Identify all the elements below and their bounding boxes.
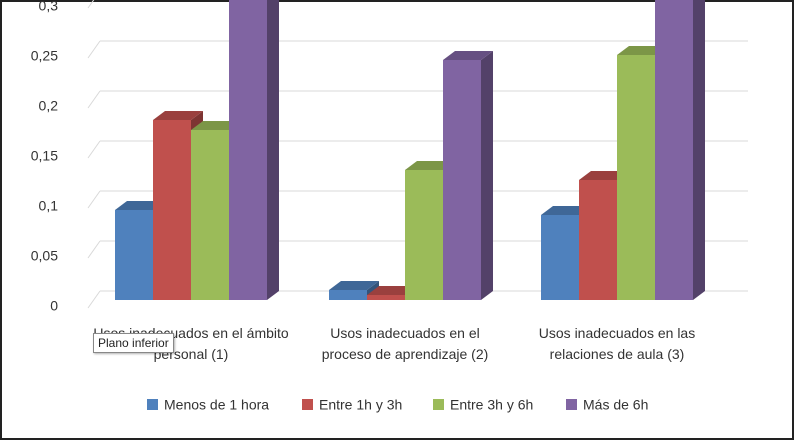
bar (617, 55, 655, 300)
bar (405, 170, 443, 300)
bar (329, 290, 367, 300)
bar-side (481, 51, 493, 300)
bar (367, 295, 405, 300)
grid-line (87, 140, 101, 159)
bar-top (115, 201, 165, 210)
grid-line (87, 90, 101, 109)
y-tick-label: 0,1 (39, 198, 59, 214)
tooltip: Plano inferior (93, 333, 174, 353)
grid-line (87, 190, 101, 209)
x-tick-label: Usos inadecuados en el proceso de aprend… (321, 325, 489, 362)
bar (191, 130, 229, 300)
bar-top (329, 281, 379, 290)
y-tick-label: 0,05 (31, 248, 58, 264)
legend-label: Entre 3h y 6h (450, 397, 533, 413)
bar (229, 0, 267, 300)
bar (579, 180, 617, 300)
bar-top (617, 46, 667, 55)
legend-swatch (566, 399, 577, 410)
legend-swatch (147, 399, 158, 410)
bar-top (191, 121, 241, 130)
legend-label: Más de 6h (583, 397, 648, 413)
bar (443, 60, 481, 300)
bar-side (693, 0, 705, 300)
grid-line (87, 40, 101, 59)
bar-top (579, 171, 629, 180)
x-tick-label: Usos inadecuados en las relaciones de au… (538, 325, 696, 362)
legend-label: Menos de 1 hora (164, 397, 269, 413)
grid-line (87, 240, 101, 259)
bar-side (267, 0, 279, 300)
y-tick-label: 0,25 (31, 48, 58, 64)
bar (115, 210, 153, 300)
bar-top (405, 161, 455, 170)
y-tick-label: 0,2 (39, 98, 59, 114)
y-tick-label: 0 (50, 298, 58, 314)
grid-line (87, 290, 101, 309)
legend-swatch (302, 399, 313, 410)
bar (153, 120, 191, 300)
legend-swatch (433, 399, 444, 410)
bar-top (153, 111, 203, 120)
bar (541, 215, 579, 300)
grid-line (87, 0, 95, 9)
y-tick-label: 0,3 (39, 0, 59, 14)
legend-label: Entre 1h y 3h (319, 397, 402, 413)
bar-top (367, 286, 417, 295)
y-tick-label: 0,15 (31, 148, 58, 164)
bar (655, 0, 693, 300)
bar-top (541, 206, 591, 215)
bar-top (443, 51, 493, 60)
